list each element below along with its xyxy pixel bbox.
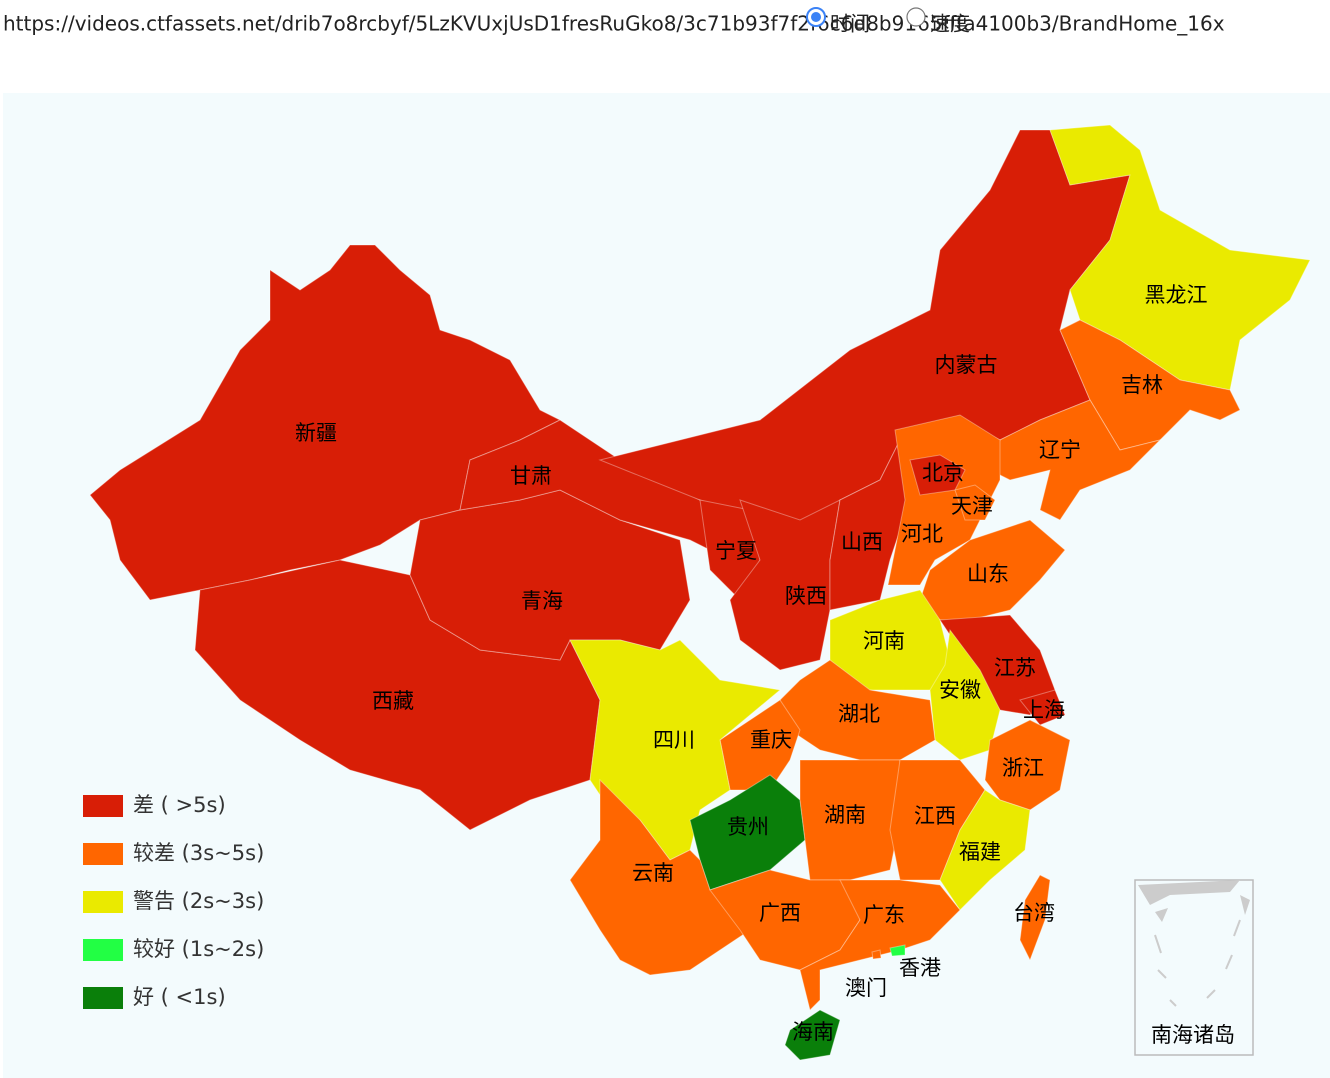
province-label: 台湾 (1013, 901, 1055, 925)
province-label: 内蒙古 (935, 353, 998, 377)
province-label: 广西 (759, 901, 801, 925)
radio-label[interactable]: 时间 (830, 12, 870, 36)
province (1059, 319, 1241, 451)
province-label: 湖北 (838, 702, 880, 726)
province-label: 湖南 (824, 803, 866, 827)
province (954, 484, 996, 521)
legend-swatch (83, 891, 123, 913)
province-label: 河北 (901, 522, 943, 546)
province-label: 贵州 (727, 815, 769, 839)
province-label: 广东 (863, 903, 905, 927)
province-label: 宁夏 (715, 539, 757, 563)
province-label: 安徽 (939, 678, 981, 702)
province-label: 浙江 (1002, 756, 1044, 780)
province-label: 重庆 (750, 728, 792, 752)
legend-label: 好 ( <1s) (133, 985, 226, 1009)
province-label: 青海 (521, 589, 563, 613)
province-label: 福建 (959, 840, 1001, 864)
legend-label: 较好 (1s~2s) (133, 937, 264, 961)
province-label: 北京 (922, 461, 964, 485)
province-label: 陕西 (785, 584, 827, 608)
province (784, 1009, 841, 1061)
province (984, 719, 1071, 811)
radio-button[interactable] (906, 7, 926, 27)
province-label: 辽宁 (1039, 438, 1081, 462)
legend-swatch (83, 939, 123, 961)
province-label: 天津 (951, 494, 993, 518)
province-label: 澳门 (845, 976, 887, 1000)
province (909, 454, 966, 496)
province-label: 黑龙江 (1145, 283, 1208, 307)
inset-label: 南海诸岛 (1151, 1023, 1235, 1047)
province (729, 499, 841, 671)
province-label: 河南 (863, 629, 905, 653)
url-text: https://videos.ctfassets.net/drib7o8rcby… (3, 12, 1225, 36)
province-label: 江苏 (994, 656, 1036, 680)
province (799, 759, 901, 881)
legend-swatch (83, 987, 123, 1009)
legend-label: 较差 (3s~5s) (133, 841, 264, 865)
province-label: 上海 (1023, 698, 1065, 722)
province (1019, 874, 1051, 962)
province-label: 海南 (792, 1020, 834, 1044)
province-label: 云南 (632, 861, 674, 885)
legend-swatch (83, 843, 123, 865)
legend-label: 差 ( >5s) (133, 793, 226, 817)
legend-swatch (83, 795, 123, 817)
radio-label[interactable]: 速度 (930, 12, 970, 36)
province-label: 西藏 (372, 689, 414, 713)
radio-dot (811, 12, 821, 22)
inset-shape (1138, 880, 1240, 905)
province (889, 944, 906, 957)
legend-label: 警告 (2s~3s) (133, 889, 264, 913)
province (1019, 689, 1066, 726)
province-label: 山东 (967, 562, 1009, 586)
province-label: 吉林 (1121, 373, 1163, 397)
province-label: 新疆 (295, 421, 337, 445)
inset-frame (1134, 879, 1254, 1056)
province-label: 四川 (653, 728, 695, 752)
province (989, 399, 1162, 521)
province (871, 949, 882, 960)
province (799, 879, 961, 1011)
inset-islands (1154, 919, 1241, 1007)
province-label: 香港 (899, 956, 941, 980)
province-label: 山西 (841, 530, 883, 554)
province-label: 江西 (914, 804, 956, 828)
province (829, 438, 911, 611)
province (939, 789, 1031, 911)
province-label: 甘肃 (510, 464, 552, 488)
